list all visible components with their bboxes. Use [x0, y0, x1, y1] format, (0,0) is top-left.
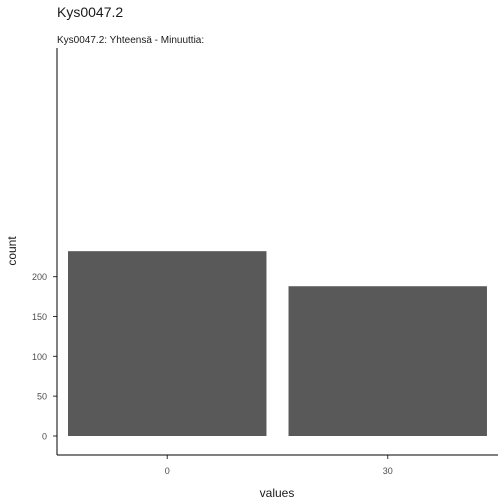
- bar-0: [68, 251, 267, 436]
- y-tick-label-100: 100: [32, 352, 47, 362]
- chart-title: Kys0047.2: [57, 4, 123, 20]
- bar-30: [288, 286, 487, 436]
- x-axis-label: values: [260, 486, 295, 500]
- y-tick-label-200: 200: [32, 272, 47, 282]
- y-tick-label-150: 150: [32, 312, 47, 322]
- x-tick-label-30: 30: [383, 466, 393, 476]
- y-axis-ticks: 0 50 100 150 200: [32, 272, 57, 442]
- y-tick-label-50: 50: [37, 392, 47, 402]
- x-tick-label-0: 0: [165, 466, 170, 476]
- y-axis-label: count: [5, 236, 19, 266]
- chart-subtitle: Kys0047.2: Yhteensä - Minuuttia:: [57, 35, 204, 46]
- y-tick-label-0: 0: [42, 432, 47, 442]
- bars-group: [68, 251, 487, 436]
- x-axis-ticks: 0 30: [165, 455, 393, 476]
